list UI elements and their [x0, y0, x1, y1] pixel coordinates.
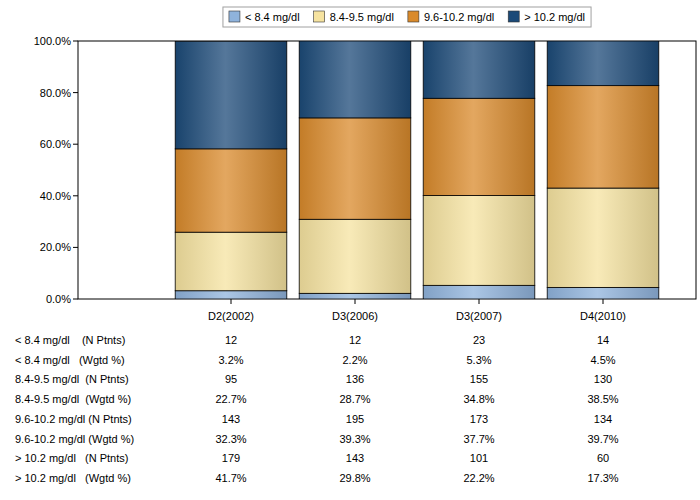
- legend-swatch: [314, 11, 325, 22]
- table-cell: 173: [470, 413, 488, 425]
- x-tick-label: D3(2006): [332, 310, 378, 322]
- legend-label: > 10.2 mg/dl: [524, 11, 585, 23]
- table-cell: 12: [225, 334, 237, 346]
- table-row-label: 8.4-9.5 mg/dl (N Ptnts): [15, 373, 129, 385]
- legend-item: < 8.4 mg/dl: [229, 11, 300, 23]
- table-cell: 41.7%: [215, 472, 246, 484]
- table-row-label: < 8.4 mg/dl (Wgtd %): [15, 354, 125, 366]
- table-cell: 17.3%: [587, 472, 618, 484]
- table-cell: 12: [349, 334, 361, 346]
- x-tick: [603, 299, 604, 304]
- legend-item: 8.4-9.5 mg/dl: [314, 11, 394, 23]
- table-cell: 5.3%: [466, 354, 491, 366]
- bar-segment: [175, 291, 287, 299]
- table-cell: 60: [597, 452, 609, 464]
- y-tick: [73, 144, 78, 145]
- y-tick-label: 100.0%: [34, 35, 72, 47]
- bar-segment: [423, 285, 535, 299]
- table-cell: 32.3%: [215, 433, 246, 445]
- x-tick-label: D2(2002): [208, 310, 254, 322]
- x-tick: [231, 299, 232, 304]
- table-row-label: > 10.2 mg/dl (Wgtd %): [15, 472, 131, 484]
- table-cell: 143: [346, 452, 364, 464]
- y-tick-label: 20.0%: [40, 241, 71, 253]
- y-tick: [73, 92, 78, 93]
- table-cell: 34.8%: [463, 393, 494, 405]
- legend-item: 9.6-10.2 mg/dl: [408, 11, 494, 23]
- table-cell: 39.3%: [339, 433, 370, 445]
- table-cell: 179: [222, 452, 240, 464]
- y-tick-label: 80.0%: [40, 87, 71, 99]
- table-row-label: > 10.2 mg/dl (N Ptnts): [15, 452, 128, 464]
- table-cell: 134: [594, 413, 612, 425]
- table-cell: 3.2%: [218, 354, 243, 366]
- legend-label: 9.6-10.2 mg/dl: [424, 11, 494, 23]
- bar-segment: [547, 188, 659, 287]
- table-row-label: < 8.4 mg/dl (N Ptnts): [15, 334, 125, 346]
- table-cell: 22.2%: [463, 472, 494, 484]
- bar-segment: [547, 86, 659, 188]
- bar-segment: [423, 98, 535, 195]
- bar-segment: [299, 219, 411, 293]
- table-cell: 23: [473, 334, 485, 346]
- bar-segment: [299, 118, 411, 219]
- plot-frame: [78, 41, 696, 299]
- bar-segment: [299, 293, 411, 299]
- table-cell: 28.7%: [339, 393, 370, 405]
- x-tick: [355, 299, 356, 304]
- x-tick-label: D4(2010): [580, 310, 626, 322]
- table-cell: 22.7%: [215, 393, 246, 405]
- table-cell: 130: [594, 373, 612, 385]
- bar-segment: [423, 41, 535, 98]
- legend-item: > 10.2 mg/dl: [508, 11, 585, 23]
- bar-segment: [175, 41, 287, 149]
- table-cell: 37.7%: [463, 433, 494, 445]
- bar-segment: [299, 41, 411, 118]
- y-tick: [73, 247, 78, 248]
- y-tick: [73, 299, 78, 300]
- chart: < 8.4 mg/dl 8.4-9.5 mg/dl 9.6-10.2 mg/dl > …: [0, 0, 700, 500]
- y-tick: [73, 195, 78, 196]
- bars: [175, 41, 659, 299]
- legend-label: 8.4-9.5 mg/dl: [330, 11, 394, 23]
- y-tick-label: 40.0%: [40, 190, 71, 202]
- legend-label: < 8.4 mg/dl: [245, 11, 300, 23]
- y-tick-label: 60.0%: [40, 138, 71, 150]
- table-cell: 101: [470, 452, 488, 464]
- legend-swatch: [408, 11, 419, 22]
- legend-swatch: [508, 11, 519, 22]
- table-cell: 2.2%: [342, 354, 367, 366]
- legend-swatch: [229, 11, 240, 22]
- table-cell: 29.8%: [339, 472, 370, 484]
- bar-segment: [175, 149, 287, 232]
- legend-box: [223, 7, 591, 27]
- table-cell: 4.5%: [590, 354, 615, 366]
- table-cell: 95: [225, 373, 237, 385]
- table-cell: 143: [222, 413, 240, 425]
- y-tick: [73, 41, 78, 42]
- y-tick-label: 0.0%: [46, 293, 71, 305]
- table-row-label: 9.6-10.2 mg/dl (Wgtd %): [15, 433, 134, 445]
- table-row-label: 9.6-10.2 mg/dl (N Ptnts): [15, 413, 132, 425]
- table-cell: 14: [597, 334, 609, 346]
- table-cell: 38.5%: [587, 393, 618, 405]
- bar-segment: [175, 232, 287, 291]
- table-row-label: 8.4-9.5 mg/dl (Wgtd %): [15, 393, 131, 405]
- x-tick: [479, 299, 480, 304]
- bar-segment: [547, 41, 659, 86]
- table-cell: 136: [346, 373, 364, 385]
- bar-segment: [423, 196, 535, 286]
- legend: < 8.4 mg/dl 8.4-9.5 mg/dl 9.6-10.2 mg/dl > …: [223, 7, 591, 27]
- table-cell: 195: [346, 413, 364, 425]
- x-tick-label: D3(2007): [456, 310, 502, 322]
- table-cell: 39.7%: [587, 433, 618, 445]
- bar-segment: [547, 287, 659, 299]
- table-cell: 155: [470, 373, 488, 385]
